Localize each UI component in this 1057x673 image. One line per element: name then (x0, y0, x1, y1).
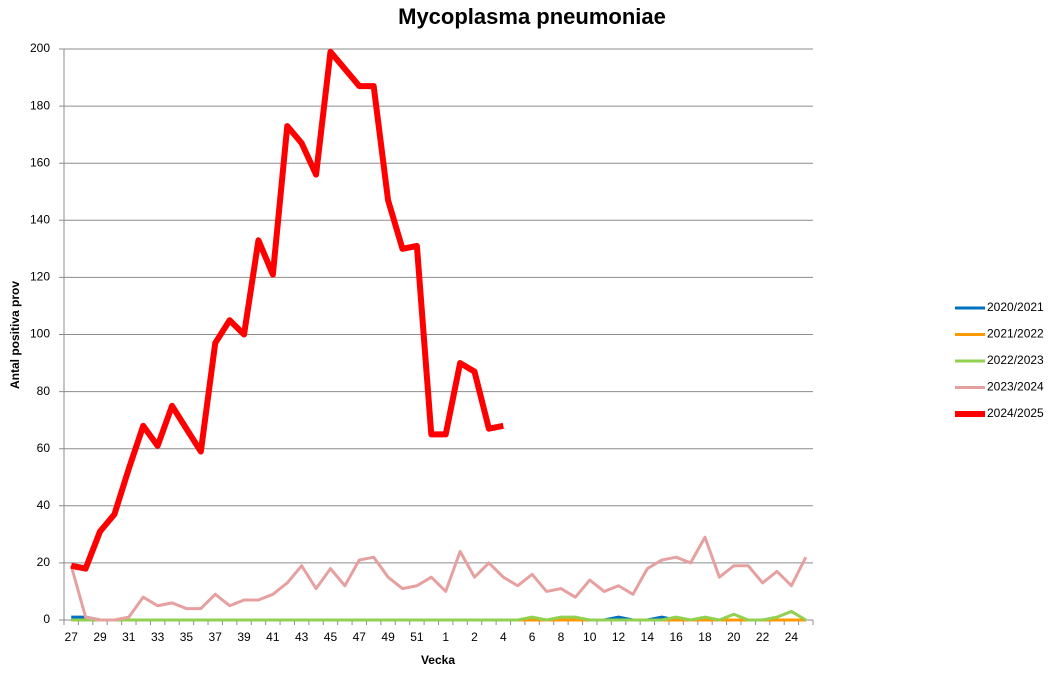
legend-label: 2021/2022 (987, 327, 1044, 341)
x-tick-label: 18 (698, 630, 712, 644)
series-line (70, 48, 504, 572)
x-tick-label: 37 (209, 630, 223, 644)
x-tick-label: 12 (612, 630, 626, 644)
y-tick-label: 120 (30, 270, 50, 284)
x-tick-label: 29 (93, 630, 107, 644)
x-tick-label: 24 (785, 630, 799, 644)
y-tick-label: 20 (37, 555, 51, 569)
y-tick-label: 200 (30, 41, 50, 55)
y-tick-label: 160 (30, 155, 50, 169)
x-tick-label: 39 (237, 630, 251, 644)
x-tick-label: 31 (122, 630, 136, 644)
legend-label: 2023/2024 (987, 380, 1044, 394)
y-tick-label: 180 (30, 98, 50, 112)
legend-label: 2022/2023 (987, 353, 1044, 367)
series-line (69, 535, 808, 622)
x-tick-label: 43 (295, 630, 309, 644)
y-tick-label: 140 (30, 212, 50, 226)
x-tick-label: 4 (500, 630, 507, 644)
x-tick-label: 16 (669, 630, 683, 644)
y-tick-label: 80 (37, 384, 51, 398)
x-tick-label: 8 (558, 630, 565, 644)
x-tick-label: 14 (641, 630, 655, 644)
x-tick-label: 51 (410, 630, 424, 644)
x-axis-label: Vecka (421, 653, 455, 667)
x-tick-label: 47 (353, 630, 367, 644)
x-tick-label: 35 (180, 630, 194, 644)
legend-label: 2024/2025 (987, 406, 1044, 420)
x-tick-label: 10 (583, 630, 597, 644)
y-tick-label: 60 (37, 441, 51, 455)
legend-label: 2020/2021 (987, 300, 1044, 314)
series-line (71, 609, 807, 622)
x-tick-label: 27 (65, 630, 79, 644)
y-tick-label: 40 (37, 498, 51, 512)
y-tick-label: 100 (30, 327, 50, 341)
x-tick-label: 20 (727, 630, 741, 644)
x-tick-label: 49 (381, 630, 395, 644)
y-axis-label: Antal positiva prov (8, 281, 22, 389)
y-tick-label: 0 (43, 612, 50, 626)
x-tick-label: 41 (266, 630, 280, 644)
x-tick-label: 22 (756, 630, 770, 644)
x-tick-label: 2 (471, 630, 478, 644)
x-tick-label: 1 (442, 630, 449, 644)
x-tick-label: 33 (151, 630, 165, 644)
x-tick-label: 45 (324, 630, 338, 644)
chart-title: Mycoplasma pneumoniae (398, 4, 666, 29)
x-tick-label: 6 (529, 630, 536, 644)
